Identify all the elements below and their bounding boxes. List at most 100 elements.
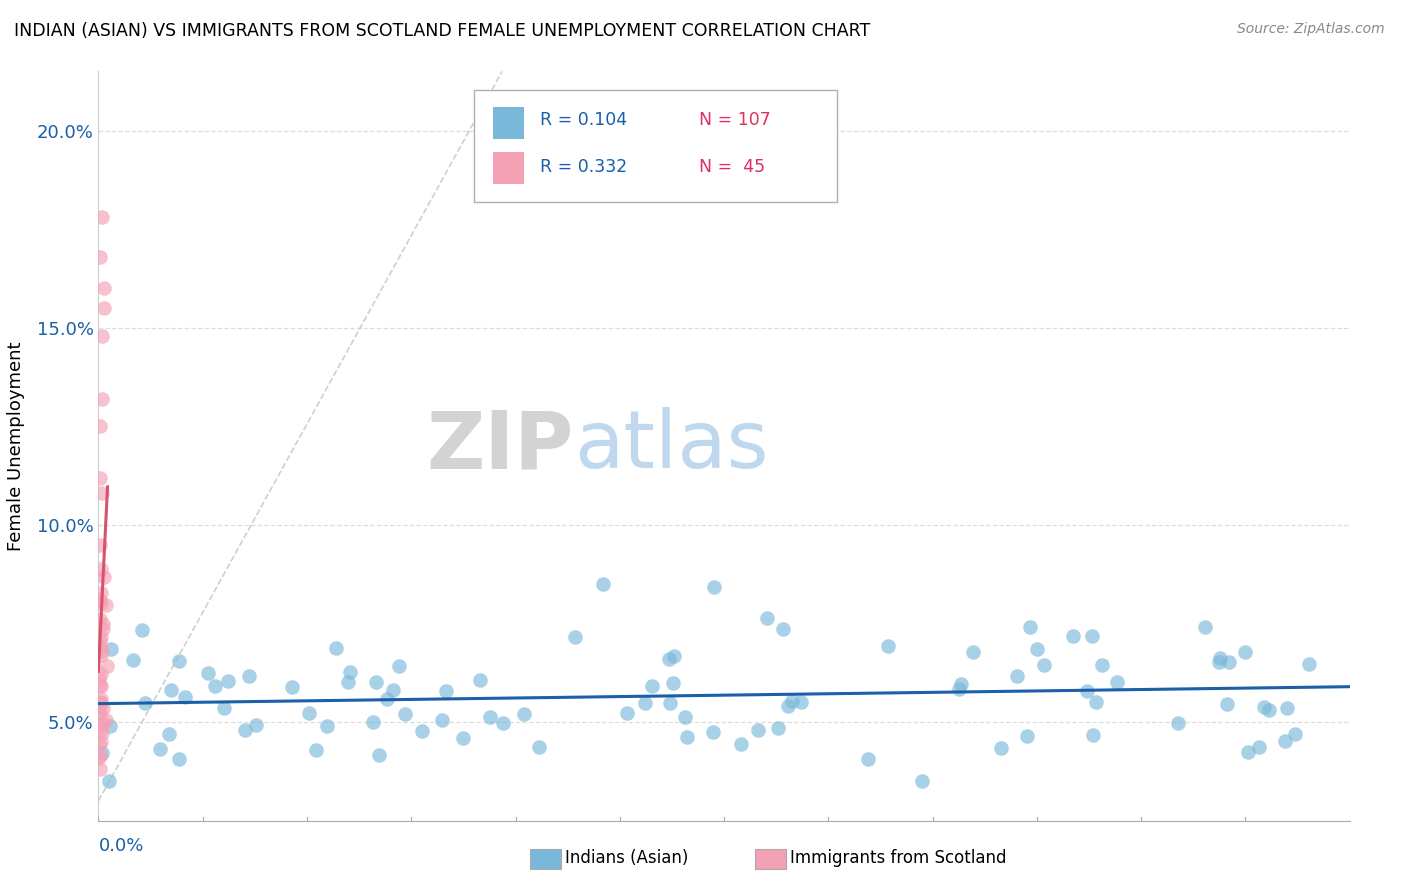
Point xyxy=(89,762,111,776)
Point xyxy=(1081,728,1104,742)
Point xyxy=(658,651,681,665)
Point xyxy=(1216,697,1239,711)
Point xyxy=(89,678,111,692)
Point xyxy=(98,774,121,789)
Point xyxy=(702,725,724,739)
Bar xyxy=(492,107,524,139)
Point xyxy=(305,743,328,757)
Point xyxy=(204,679,226,693)
Point xyxy=(1033,658,1056,673)
Point xyxy=(90,696,112,710)
Point xyxy=(411,723,433,738)
Point xyxy=(1274,733,1296,747)
Point xyxy=(89,470,111,484)
Point xyxy=(1091,657,1114,672)
Point xyxy=(197,665,219,680)
Point xyxy=(782,694,804,708)
Point xyxy=(962,645,984,659)
Point xyxy=(375,692,398,706)
Text: Immigrants from Scotland: Immigrants from Scotland xyxy=(790,849,1007,867)
Point xyxy=(616,706,638,721)
Point xyxy=(876,639,898,653)
Point xyxy=(90,679,112,693)
Point xyxy=(214,701,236,715)
Point xyxy=(87,702,110,716)
Point xyxy=(131,623,153,637)
Point xyxy=(337,675,360,690)
Point xyxy=(564,630,586,644)
Point xyxy=(911,774,934,789)
Point xyxy=(658,696,681,710)
Point xyxy=(1234,644,1257,658)
Point xyxy=(730,737,752,751)
Point xyxy=(90,722,112,736)
Point xyxy=(640,679,662,693)
Point xyxy=(93,570,115,584)
Point xyxy=(1208,656,1230,670)
Point xyxy=(91,328,114,343)
Point xyxy=(1253,699,1275,714)
Point xyxy=(339,665,361,679)
Point xyxy=(633,696,655,710)
Point xyxy=(89,706,111,721)
Point xyxy=(281,681,304,695)
Point xyxy=(89,612,111,626)
Point xyxy=(89,640,111,654)
Point xyxy=(367,747,389,762)
Point xyxy=(91,486,114,500)
Point xyxy=(89,671,111,685)
Point xyxy=(91,726,114,740)
Point xyxy=(96,658,118,673)
Text: R = 0.332: R = 0.332 xyxy=(540,158,627,177)
Point xyxy=(315,719,337,733)
Point xyxy=(479,710,502,724)
Point xyxy=(1277,701,1299,715)
Point xyxy=(1249,739,1271,754)
Point xyxy=(160,682,183,697)
Point xyxy=(89,634,111,648)
Text: Indians (Asian): Indians (Asian) xyxy=(565,849,689,867)
Point xyxy=(703,580,725,594)
Point xyxy=(87,750,110,764)
Point xyxy=(512,706,534,721)
Point xyxy=(89,737,111,751)
Point xyxy=(91,746,114,760)
Point xyxy=(1007,669,1029,683)
Point xyxy=(167,752,190,766)
Point xyxy=(1025,642,1047,657)
FancyBboxPatch shape xyxy=(474,90,837,202)
Point xyxy=(592,577,614,591)
Point xyxy=(1167,715,1189,730)
Text: N =  45: N = 45 xyxy=(699,158,765,177)
Point xyxy=(394,706,416,721)
Point xyxy=(1298,657,1320,672)
Point xyxy=(90,667,112,681)
Point xyxy=(1080,629,1102,643)
Point xyxy=(96,598,118,612)
Point xyxy=(91,622,114,636)
Text: atlas: atlas xyxy=(574,407,768,485)
Point xyxy=(529,740,551,755)
Point xyxy=(149,741,172,756)
Point xyxy=(1062,629,1084,643)
Point xyxy=(673,710,696,724)
Point xyxy=(217,674,239,689)
Point xyxy=(90,631,112,645)
Text: 0.0%: 0.0% xyxy=(98,837,143,855)
Point xyxy=(90,734,112,748)
Point xyxy=(91,211,114,225)
Point xyxy=(361,714,384,729)
Point xyxy=(766,721,789,735)
Point xyxy=(325,641,347,656)
Point xyxy=(661,676,683,690)
Bar xyxy=(492,153,524,184)
Text: ZIP: ZIP xyxy=(426,407,574,485)
Point xyxy=(1218,656,1240,670)
Point xyxy=(790,695,813,709)
Point xyxy=(364,674,387,689)
Point xyxy=(747,723,769,738)
Point xyxy=(298,706,321,720)
Point xyxy=(98,719,121,733)
Point xyxy=(90,586,112,600)
Point xyxy=(1015,729,1038,743)
